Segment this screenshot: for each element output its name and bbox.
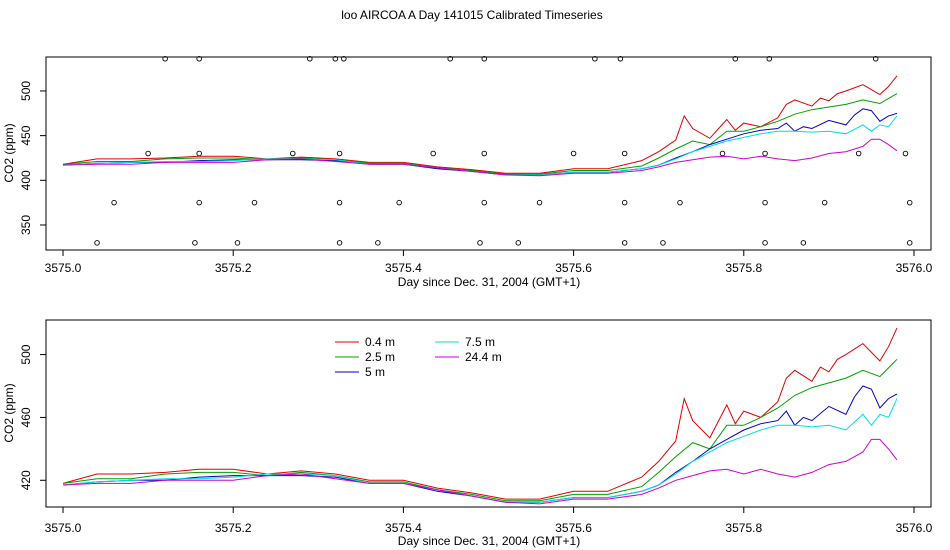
top-plot-area (62, 56, 913, 246)
status-marker (762, 150, 768, 157)
status-marker (570, 150, 577, 157)
status-marker (196, 199, 202, 206)
bottom-series-line-5-m (62, 385, 898, 503)
top-y-tick-label: 350 (19, 215, 33, 235)
top-x-axis-label: Day since Dec. 31, 2004 (GMT+1) (398, 275, 580, 289)
legend-label: 2.5 m (365, 350, 395, 364)
status-marker (719, 150, 726, 157)
status-marker (677, 199, 683, 206)
legend-label: 7.5 m (465, 335, 495, 349)
top-y-tick-label: 400 (19, 170, 33, 190)
status-marker (617, 56, 624, 62)
status-marker (145, 150, 151, 157)
bottom-series-line-2-5-m (62, 358, 898, 502)
status-marker (906, 199, 913, 206)
status-marker (162, 56, 168, 62)
status-marker (332, 56, 339, 62)
status-marker (855, 150, 862, 157)
status-marker (477, 240, 483, 246)
status-marker (196, 150, 202, 157)
status-marker (732, 56, 739, 62)
status-marker (766, 56, 773, 62)
top-y-tick-label: 450 (19, 125, 33, 145)
top-x-tick-label: 3575.0 (45, 261, 82, 275)
status-marker (336, 199, 343, 206)
top-y-tick-label: 500 (19, 81, 33, 101)
bottom-plot-frame (45, 319, 932, 508)
status-marker (481, 150, 487, 157)
top-x-tick-label: 3576.0 (896, 261, 933, 275)
legend-label: 24.4 m (465, 350, 502, 364)
bottom-x-axis-label: Day since Dec. 31, 2004 (GMT+1) (398, 534, 580, 548)
top-plot-frame (45, 56, 932, 251)
top-y-axis: 350 400 450 500 (19, 81, 46, 235)
bottom-x-tick-label: 3575.8 (725, 521, 762, 535)
top-series-line-0-4-m (62, 75, 898, 174)
status-marker (111, 199, 117, 206)
legend-label: 5 m (365, 365, 385, 379)
top-x-tick-label: 3575.8 (725, 261, 762, 275)
top-panel: CO2 (ppm) Day since Dec. 31, 2004 (GMT+1… (2, 56, 933, 289)
status-marker (336, 240, 343, 246)
bottom-y-tick-label: 500 (19, 344, 33, 364)
status-marker (515, 240, 522, 246)
status-marker (902, 150, 909, 157)
status-marker (660, 240, 666, 246)
status-marker (290, 150, 296, 157)
status-marker (762, 240, 768, 246)
top-series-line-5-m (62, 108, 898, 176)
chart-title: loo AIRCOA A Day 141015 Calibrated Times… (341, 8, 602, 22)
status-marker (447, 56, 453, 62)
top-y-axis-label: CO2 (ppm) (2, 123, 16, 182)
status-marker (430, 150, 436, 157)
status-marker (481, 199, 487, 206)
status-marker (251, 199, 258, 206)
bottom-y-tick-label: 420 (19, 470, 33, 490)
status-marker (375, 240, 381, 246)
status-marker (800, 240, 807, 246)
bottom-series-line-24-4-m (62, 438, 898, 505)
top-series-line-24-4-m (62, 138, 898, 177)
status-marker (906, 240, 913, 246)
status-marker (192, 240, 198, 246)
bottom-y-tick-label: 460 (19, 407, 33, 427)
status-marker (336, 150, 343, 157)
bottom-plot-area (62, 327, 898, 505)
bottom-x-tick-label: 3575.6 (555, 521, 592, 535)
bottom-series-line-7-5-m (62, 398, 898, 503)
top-series-line-2-5-m (62, 93, 898, 175)
status-marker (94, 240, 100, 246)
bottom-x-tick-label: 3575.0 (45, 521, 82, 535)
status-marker (481, 56, 487, 62)
status-marker (307, 56, 313, 62)
top-x-axis: 3575.0 3575.2 3575.4 3575.6 3575.8 3576.0 (45, 250, 933, 275)
status-marker (621, 150, 628, 157)
top-x-tick-label: 3575.6 (555, 261, 592, 275)
status-marker (234, 240, 241, 246)
status-marker (821, 199, 828, 206)
bottom-y-axis: 420 460 500 (19, 344, 46, 490)
bottom-series-line-0-4-m (62, 327, 898, 500)
status-marker (396, 199, 402, 206)
bottom-x-tick-label: 3576.0 (896, 521, 933, 535)
bottom-x-tick-label: 3575.2 (215, 521, 252, 535)
legend: 0.4 m2.5 m5 m 7.5 m24.4 m (335, 335, 502, 379)
bottom-panel: CO2 (ppm) Day since Dec. 31, 2004 (GMT+1… (2, 319, 933, 548)
bottom-x-tick-label: 3575.4 (385, 521, 422, 535)
status-marker (872, 56, 879, 62)
status-marker (341, 56, 347, 62)
status-marker (762, 199, 768, 206)
status-marker (592, 56, 598, 62)
legend-label: 0.4 m (365, 335, 395, 349)
status-marker (196, 56, 202, 62)
bottom-x-axis: 3575.0 3575.2 3575.4 3575.6 3575.8 3576.0 (45, 507, 933, 535)
top-x-tick-label: 3575.2 (215, 261, 252, 275)
status-marker (536, 199, 543, 206)
top-series-line-7-5-m (62, 115, 898, 176)
status-marker (621, 199, 628, 206)
top-x-tick-label: 3575.4 (385, 261, 422, 275)
status-marker (621, 240, 628, 246)
bottom-y-axis-label: CO2 (ppm) (2, 383, 16, 442)
